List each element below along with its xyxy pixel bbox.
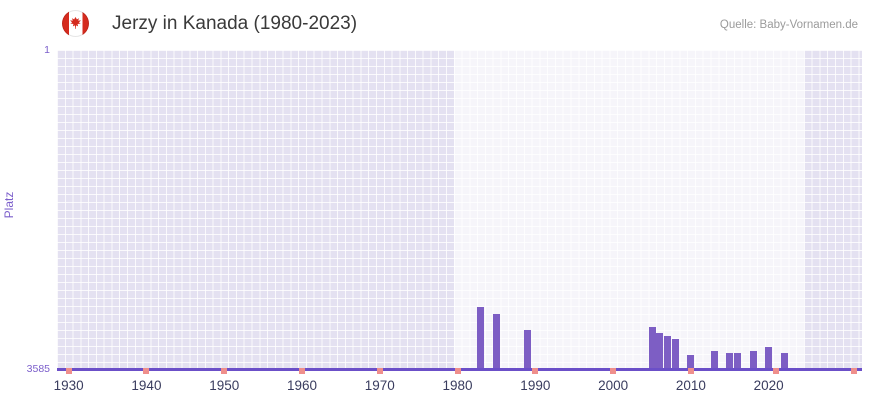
x-tick-label-1930: 1930 [53,378,84,393]
x-tick-label-1950: 1950 [209,378,240,393]
no-rank-marker-1980 [454,368,461,374]
rank-bar-2015 [726,353,734,370]
x-tick-label-1940: 1940 [131,378,162,393]
rank-bar-2022 [780,353,788,370]
highlight-band [453,50,804,370]
rank-bar-1989 [524,330,532,370]
x-tick-label-2020: 2020 [753,378,784,393]
no-rank-marker-2021 [773,368,780,374]
x-tick-label-1960: 1960 [286,378,318,393]
no-rank-markers-layer [57,50,862,374]
no-rank-marker-1990 [532,368,539,374]
rank-bar-2005 [648,326,656,370]
rank-bar-1983 [477,307,485,370]
bars-layer [57,50,862,370]
x-tick-label-2000: 2000 [598,378,629,393]
no-rank-marker-1960 [299,368,305,374]
y-tick-label-bottom: 3585 [26,363,50,375]
rank-bar-2016 [734,352,742,370]
no-rank-marker-2031 [851,368,858,374]
source-attribution: Quelle: Baby-Vornamen.de [719,19,858,31]
no-rank-marker-1950 [221,368,228,374]
no-rank-marker-1930 [65,368,72,374]
rank-bar-2008 [671,339,679,370]
rank-bar-1985 [492,314,500,370]
y-tick-label-top: 1 [44,44,50,56]
rank-bar-2020 [765,347,773,370]
x-tick-label-1980: 1980 [442,378,473,393]
no-rank-marker-1970 [376,368,383,374]
x-tick-label-1990: 1990 [520,378,551,393]
no-rank-marker-1940 [143,368,150,374]
maple-leaf-icon [70,16,81,29]
x-tick-label-2010: 2010 [675,378,706,393]
rank-bar-2006 [656,332,664,370]
plot-area [57,50,862,374]
rank-bar-2007 [664,335,672,370]
rank-bar-2018 [749,350,757,370]
no-rank-marker-2000 [610,368,617,374]
x-tick-label-1970: 1970 [364,378,395,393]
rank-bar-2013 [710,350,718,370]
y-axis-title: Platz [2,191,16,219]
no-rank-marker-2010 [687,368,694,374]
rank-bar-2010 [687,355,695,370]
canada-flag-icon [62,10,89,37]
page-title: Jerzy in Kanada (1980-2023) [112,13,358,34]
